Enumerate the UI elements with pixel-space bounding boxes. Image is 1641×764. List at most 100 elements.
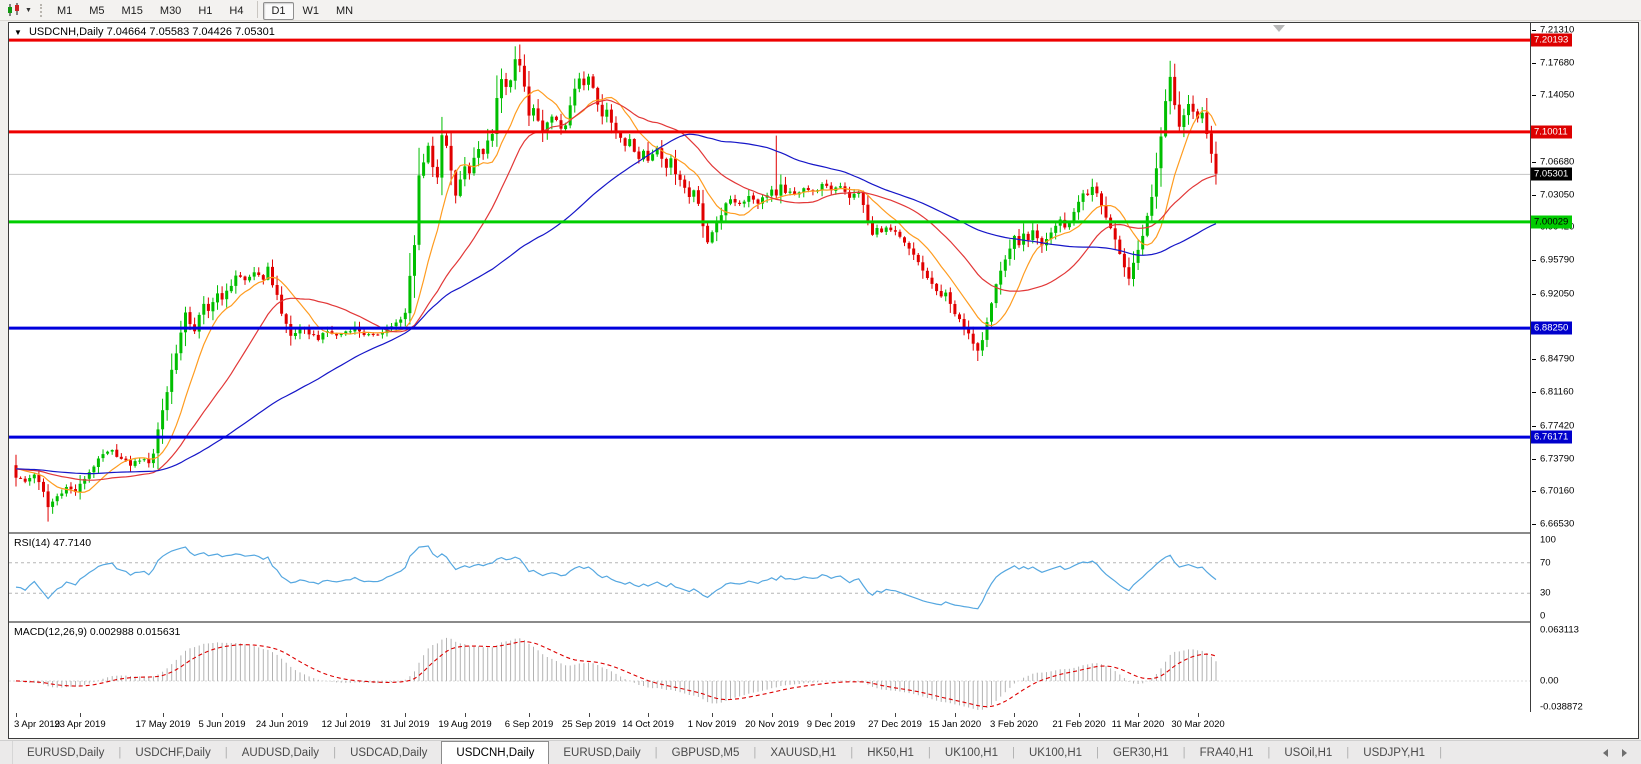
- chart-shift-marker-icon[interactable]: [1273, 25, 1285, 32]
- macd-axis-label: 0.063113: [1540, 624, 1579, 636]
- time-tick-mark: [1014, 713, 1015, 717]
- price-tick-label: 6.95790: [1540, 254, 1575, 266]
- price-tick-label: 7.17680: [1540, 57, 1575, 69]
- chart-tab-USDJPY-H1[interactable]: USDJPY,H1: [1363, 746, 1426, 759]
- price-badge: 6.88250: [1531, 321, 1573, 335]
- pane-separators[interactable]: [9, 532, 1530, 623]
- chart-tab-USOil-H1[interactable]: USOil,H1: [1284, 746, 1333, 759]
- chart-tab-USDCNH-Daily[interactable]: USDCNH,Daily: [441, 741, 550, 764]
- tab-scroll-left-icon[interactable]: [1603, 748, 1608, 757]
- price-tick-label: 6.73790: [1540, 453, 1575, 465]
- macd-axis-label: -0.038872: [1540, 701, 1583, 713]
- price-tick-mark: [1532, 260, 1536, 261]
- time-tick-mark: [465, 713, 466, 717]
- price-tick-mark: [1532, 195, 1536, 196]
- tab-separator: |: [1439, 746, 1443, 759]
- symbol-period-label: USDCNH,Daily: [28, 26, 104, 38]
- price-tick-mark: [1532, 63, 1536, 64]
- timeframe-button-D1[interactable]: D1: [263, 1, 294, 20]
- time-tick-mark: [831, 713, 832, 717]
- macd-axis-label: 0.00: [1540, 675, 1559, 687]
- time-tick-mark: [16, 713, 17, 717]
- candlestick-chart-icon[interactable]: [4, 2, 24, 18]
- price-tick-label: 7.21310: [1540, 24, 1575, 36]
- time-tick-mark: [80, 713, 81, 717]
- price-tick-mark: [1532, 392, 1536, 393]
- chart-tab-EURUSD-Daily[interactable]: EURUSD,Daily: [563, 746, 641, 759]
- tab-separator: |: [224, 746, 228, 759]
- price-tick-mark: [1532, 491, 1536, 492]
- time-tick-mark: [589, 713, 590, 717]
- chart-tab-USDCHF-Daily[interactable]: USDCHF,Daily: [135, 746, 211, 759]
- chart-tab-GBPUSD-M5[interactable]: GBPUSD,M5: [671, 746, 740, 759]
- time-tick-label: 24 Jun 2019: [255, 719, 309, 730]
- price-badge: 7.10011: [1531, 125, 1572, 139]
- timeframe-button-W1[interactable]: W1: [302, 4, 320, 17]
- time-tick-mark: [282, 713, 283, 717]
- time-axis[interactable]: 3 Apr 2019 23 Apr 2019 17 May 2019 5 Jun 20…: [9, 713, 1636, 737]
- time-tick-label: 1 Nov 2019: [687, 719, 737, 730]
- time-tick-mark: [1198, 713, 1199, 717]
- timeframe-toolbar: ▼ M1 M5 M15 M30 H1 H4 D1 W1 MN: [0, 0, 1641, 21]
- price-tick-mark: [1532, 426, 1536, 427]
- time-tick-label: 6 Sep 2019: [504, 719, 554, 730]
- chart-tab-UK100-H1[interactable]: UK100,H1: [944, 746, 998, 759]
- tab-separator: |: [1182, 746, 1186, 759]
- chart-tab-AUDUSD-Daily[interactable]: AUDUSD,Daily: [241, 746, 320, 759]
- timeframe-button-M30[interactable]: M30: [159, 4, 182, 17]
- chart-tab-GER30-H1[interactable]: GER30,H1: [1113, 746, 1169, 759]
- price-tick-mark: [1532, 30, 1536, 31]
- ma-fast-line: [15, 89, 1217, 494]
- price-tick-mark: [1532, 459, 1536, 460]
- price-badge: 7.00029: [1531, 215, 1573, 229]
- chart-tab-XAUUSD-H1[interactable]: XAUUSD,H1: [770, 746, 837, 759]
- candlestick-series: [14, 44, 1218, 522]
- rsi-pane-label: RSI(14) 47.7140: [14, 537, 92, 549]
- tab-scroll-right-icon[interactable]: [1622, 748, 1627, 757]
- symbol-ohlc-header: ▼ USDCNH,Daily 7.04664 7.05583 7.04426 7…: [14, 26, 275, 38]
- tab-separator: |: [1096, 746, 1100, 759]
- timeframe-button-M5[interactable]: M5: [89, 4, 105, 17]
- time-tick-label: 11 Mar 2020: [1111, 719, 1165, 730]
- rsi-axis-label: 100: [1540, 534, 1556, 546]
- chart-tab-FRA40-H1[interactable]: FRA40,H1: [1199, 746, 1254, 759]
- ma-mid-line: [15, 99, 1217, 481]
- chart-tab-EURUSD-Daily[interactable]: EURUSD,Daily: [27, 746, 105, 759]
- timeframe-button-M1[interactable]: M1: [56, 4, 73, 17]
- price-tick-mark: [1532, 95, 1536, 96]
- tab-separator: |: [333, 746, 337, 759]
- time-tick-label: 9 Dec 2019: [806, 719, 856, 730]
- price-axis[interactable]: 7.213107.176807.140507.066807.030506.994…: [1530, 23, 1637, 713]
- macd-signal-line: [15, 640, 1217, 708]
- chart-tab-bar: EURUSD,Daily | USDCHF,Daily | AUDUSD,Daily | U…: [0, 740, 1641, 764]
- tab-separator: |: [654, 746, 658, 759]
- chart-type-dropdown-arrow-icon[interactable]: ▼: [25, 6, 32, 14]
- time-tick-mark: [163, 713, 164, 717]
- chart-canvas[interactable]: [9, 23, 1530, 712]
- time-tick-mark: [529, 713, 530, 717]
- price-tick-label: 6.77420: [1540, 420, 1575, 432]
- price-tick-label: 6.81160: [1540, 386, 1574, 398]
- time-tick-mark: [1138, 713, 1139, 717]
- chart-tab-UK100-H1[interactable]: UK100,H1: [1028, 746, 1083, 759]
- macd-pane-label: MACD(12,26,9) 0.002988 0.015631: [14, 626, 181, 638]
- rsi-axis-label: 70: [1540, 557, 1551, 569]
- price-tick-label: 6.66530: [1540, 518, 1575, 530]
- price-tick-label: 6.70160: [1540, 485, 1575, 497]
- timeframe-button-H1[interactable]: H1: [198, 4, 213, 17]
- price-tick-label: 7.06680: [1540, 156, 1575, 168]
- time-tick-mark: [1079, 713, 1080, 717]
- timeframe-button-H4[interactable]: H4: [229, 4, 244, 17]
- tab-separator: |: [118, 746, 122, 759]
- timeframe-button-MN[interactable]: MN: [336, 4, 354, 17]
- collapse-triangle-icon[interactable]: ▼: [14, 28, 22, 37]
- time-tick-label: 27 Dec 2019: [868, 719, 922, 730]
- timeframe-button-M15[interactable]: M15: [121, 4, 143, 17]
- chart-tab-HK50-H1[interactable]: HK50,H1: [867, 746, 914, 759]
- time-tick-label: 17 May 2019: [135, 719, 191, 730]
- time-tick-mark: [405, 713, 406, 717]
- time-tick-mark: [955, 713, 956, 717]
- chart-tab-USDCAD-Daily[interactable]: USDCAD,Daily: [350, 746, 428, 759]
- time-tick-mark: [222, 713, 223, 717]
- rsi-axis-label: 30: [1540, 587, 1551, 599]
